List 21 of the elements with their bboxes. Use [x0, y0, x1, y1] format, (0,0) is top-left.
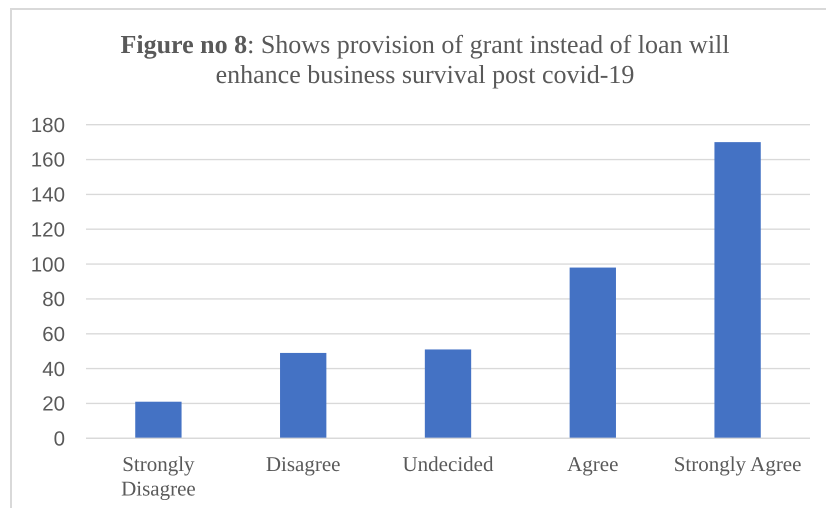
bar	[135, 402, 182, 438]
x-tick-label: Strongly Disagree	[121, 452, 196, 500]
x-tick-label: Agree	[567, 452, 618, 476]
y-tick-label: 100	[30, 253, 65, 276]
chart-title: Figure no 8: Shows provision of grant instead of loan will enhance business survival post covid-19	[120, 30, 730, 89]
y-tick-label: 80	[42, 288, 65, 312]
y-tick-label: 0	[54, 427, 65, 450]
y-tick-label: 40	[42, 358, 65, 381]
y-tick-label: 120	[30, 218, 65, 242]
x-tick-label: Strongly Agree	[674, 452, 802, 476]
x-tick-label: Undecided	[402, 452, 494, 476]
y-tick-label: 180	[30, 114, 65, 137]
bar	[424, 349, 472, 438]
y-tick-label: 160	[30, 148, 65, 172]
bar	[280, 352, 326, 438]
bar	[570, 268, 616, 438]
bar	[714, 142, 761, 438]
y-tick-label: 20	[42, 392, 65, 416]
y-tick-label: 60	[42, 322, 65, 346]
x-tick-label: Disagree	[266, 452, 341, 476]
y-tick-label: 140	[30, 184, 65, 207]
